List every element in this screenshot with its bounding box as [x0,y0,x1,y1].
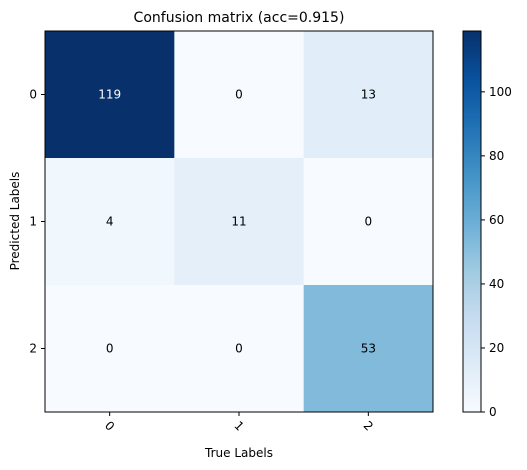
matrix-cell-r0-c2 [303,31,434,159]
matrix-cell-r2-c1 [174,285,305,413]
cell-value-r0-c2: 13 [361,88,376,102]
matrix-cells [45,31,434,413]
x-axis-ticks: 0 1 2 [102,412,376,434]
matrix-cell-r2-c2 [303,285,434,413]
cell-value-r2-c0: 0 [106,342,114,356]
colorbar-ticks: 0 20 40 60 80 100 [481,85,512,419]
cell-value-r0-c0: 119 [98,88,121,102]
x-tick-label-1: 1 [231,418,246,433]
colorbar-tick-label-2: 40 [489,277,504,291]
y-tick-label-2: 2 [29,342,37,356]
x-tick-label-2: 2 [361,418,376,433]
matrix-cell-r1-c0 [45,158,175,286]
colorbar-tick-label-0: 0 [489,405,497,419]
cell-value-r1-c1: 11 [231,215,246,229]
colorbar-tick-label-4: 80 [489,149,504,163]
matrix-cell-r2-c0 [45,285,175,413]
colorbar [462,30,482,413]
y-axis-label: Predicted Labels [8,172,22,271]
y-tick-label-1: 1 [29,215,37,229]
colorbar-tick-label-1: 20 [489,341,504,355]
cell-value-r2-c1: 0 [235,342,243,356]
x-axis-label: True Labels [204,446,273,460]
chart-title: Confusion matrix (acc=0.915) [134,10,345,26]
cell-value-r0-c1: 0 [235,88,243,102]
cell-value-r1-c0: 4 [106,215,114,229]
y-tick-label-0: 0 [29,88,37,102]
matrix-cell-r0-c1 [174,31,305,159]
cell-value-r1-c2: 0 [365,215,373,229]
y-axis-ticks: 0 1 2 [29,88,45,356]
x-tick-label-0: 0 [102,418,117,433]
matrix-cell-labels: 119 0 13 4 11 0 0 0 53 [98,88,376,356]
cell-value-r2-c2: 53 [361,342,376,356]
matrix-cell-r0-c0 [45,31,175,159]
colorbar-tick-label-3: 60 [489,213,504,227]
colorbar-tick-label-5: 100 [489,85,512,99]
matrix-cell-r1-c2 [303,158,434,286]
matrix-cell-r1-c1 [174,158,305,286]
